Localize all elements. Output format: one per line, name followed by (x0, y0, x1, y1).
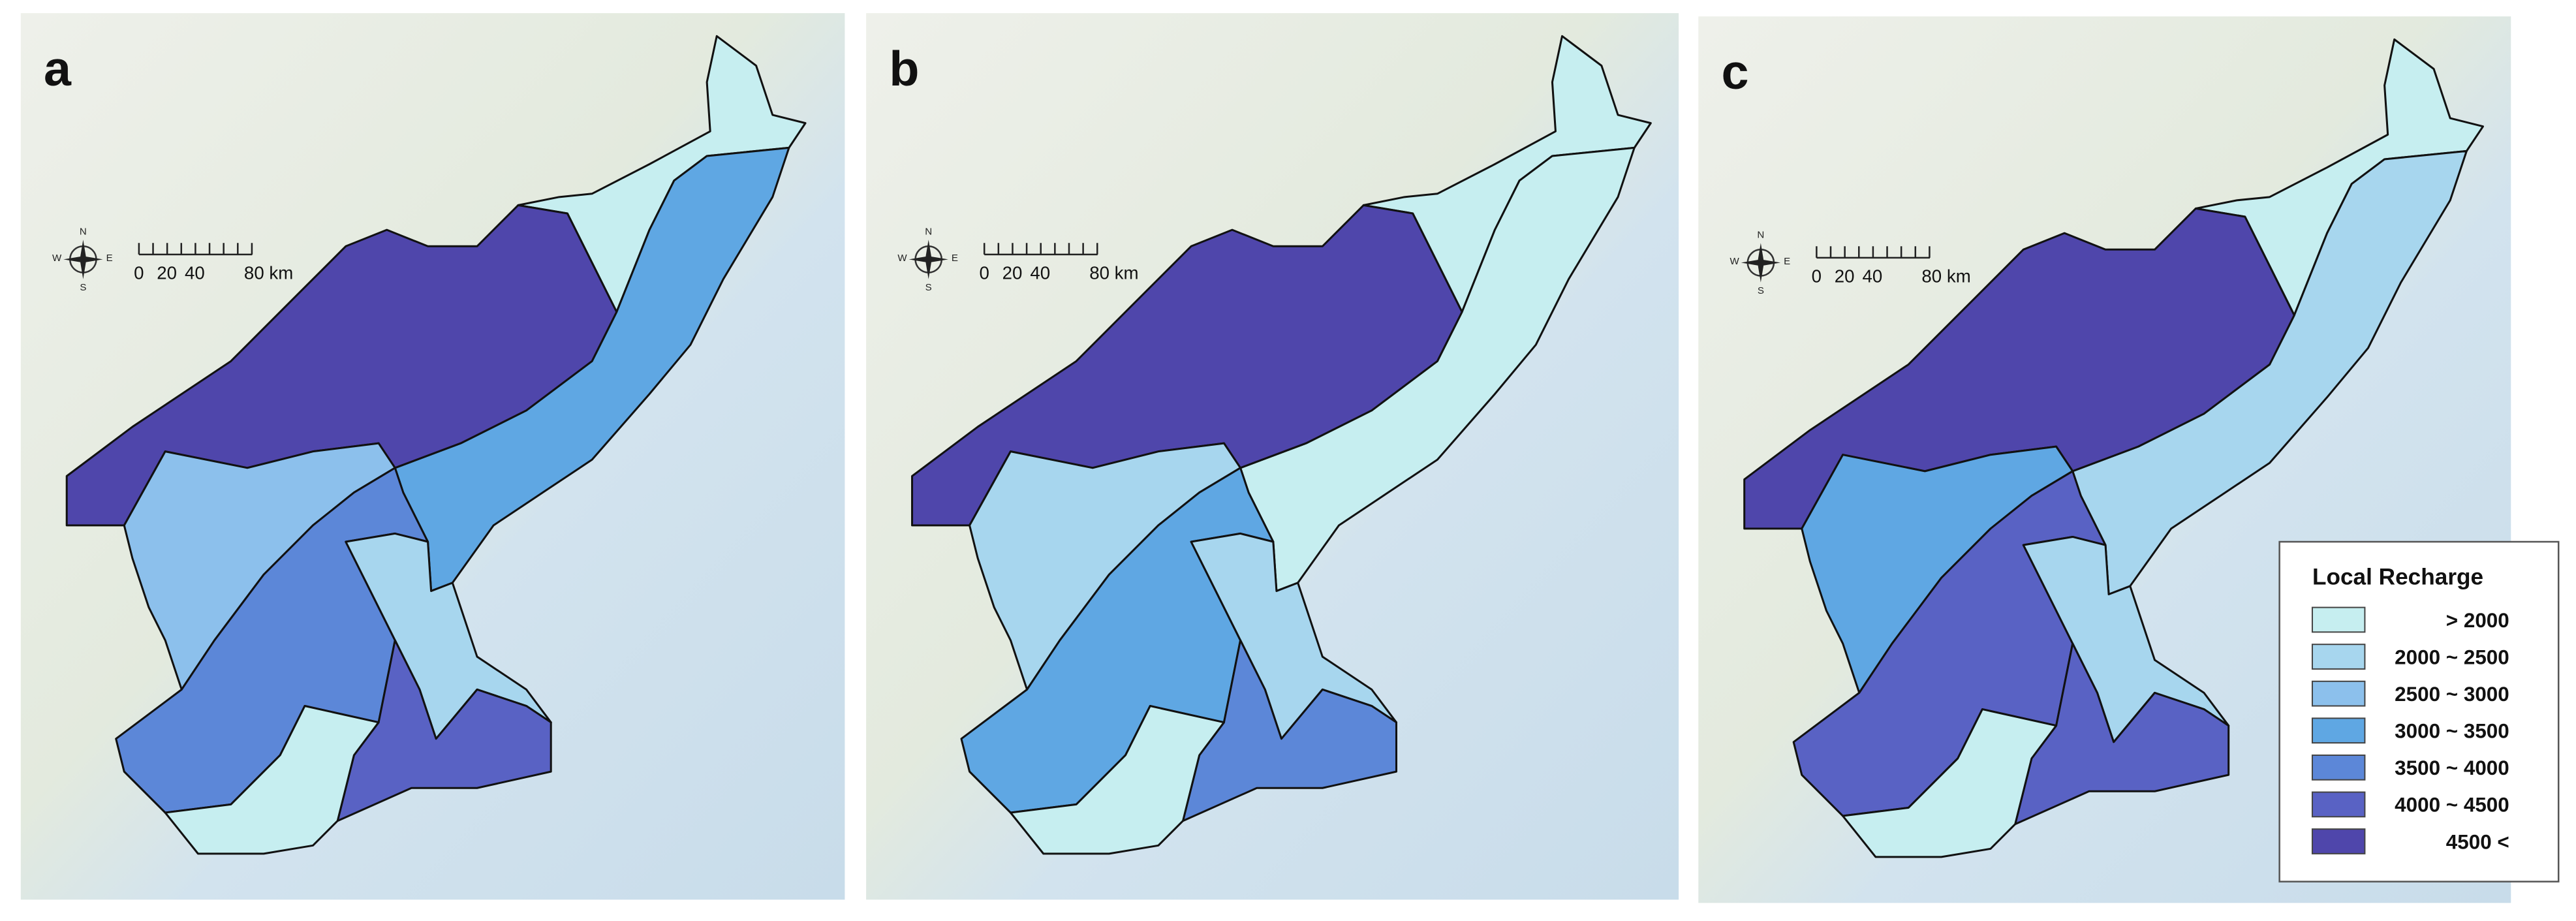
scale-label: 20 (1835, 266, 1855, 287)
legend-swatch (2311, 791, 2366, 818)
legend-swatch (2311, 717, 2366, 744)
compass-letter: W (897, 253, 907, 264)
panel-label: c (1722, 44, 1749, 99)
legend-label: 2500 ~ 3000 (2395, 683, 2509, 706)
compass-star (63, 240, 103, 279)
scale-label: 40 (1030, 263, 1050, 283)
legend-swatch (2311, 828, 2366, 854)
legend: Local Recharge > 2000 2000 ~ 2500 2500 ~ 30… (2278, 540, 2560, 882)
legend-swatch (2311, 606, 2366, 633)
scale-label: 0 (134, 263, 144, 283)
compass-star (1741, 243, 1781, 283)
legend-label: 3000 ~ 3500 (2395, 720, 2509, 743)
legend-label: 3500 ~ 4000 (2395, 757, 2509, 779)
scale-label: 80 km (244, 263, 293, 283)
compass-letter: N (925, 226, 932, 238)
legend-label: > 2000 (2446, 609, 2509, 632)
legend-swatch (2311, 754, 2366, 781)
compass-letter: W (52, 253, 62, 264)
compass-letter: S (925, 282, 932, 293)
scale-label: 20 (1002, 263, 1023, 283)
scale-label: 80 km (1089, 263, 1138, 283)
map-panel: a N E S W 0 20 40 80 km (20, 13, 845, 900)
compass-letter: S (1758, 285, 1764, 296)
region (164, 705, 380, 855)
scale-label: 0 (1812, 266, 1822, 287)
scale-label: 20 (157, 263, 177, 283)
panel-label: a (44, 41, 72, 96)
region (1842, 708, 2058, 858)
legend-label: 4000 ~ 4500 (2395, 794, 2509, 817)
scale-label: 40 (185, 263, 205, 283)
compass-letter: N (80, 226, 87, 238)
compass-letter: N (1757, 230, 1764, 241)
compass-letter: S (80, 282, 86, 293)
legend-title: Local Recharge (2312, 564, 2483, 589)
map-panel: b N E S W 0 20 40 80 km (866, 13, 1679, 900)
region (1009, 705, 1225, 855)
legend-swatch (2311, 644, 2366, 670)
legend-label: 2000 ~ 2500 (2395, 646, 2509, 668)
compass-letter: E (106, 253, 113, 264)
legend-box (2278, 540, 2560, 882)
compass-letter: E (952, 253, 958, 264)
legend-label: 4500 < (2446, 830, 2509, 853)
compass-letter: E (1784, 256, 1790, 267)
compass-letter: W (1730, 256, 1740, 267)
scale-label: 40 (1863, 266, 1883, 287)
legend-swatch (2311, 680, 2366, 707)
scale-label: 0 (980, 263, 989, 283)
compass-star (908, 240, 948, 279)
panel-label: b (889, 41, 919, 96)
scale-label: 80 km (1921, 266, 1970, 287)
